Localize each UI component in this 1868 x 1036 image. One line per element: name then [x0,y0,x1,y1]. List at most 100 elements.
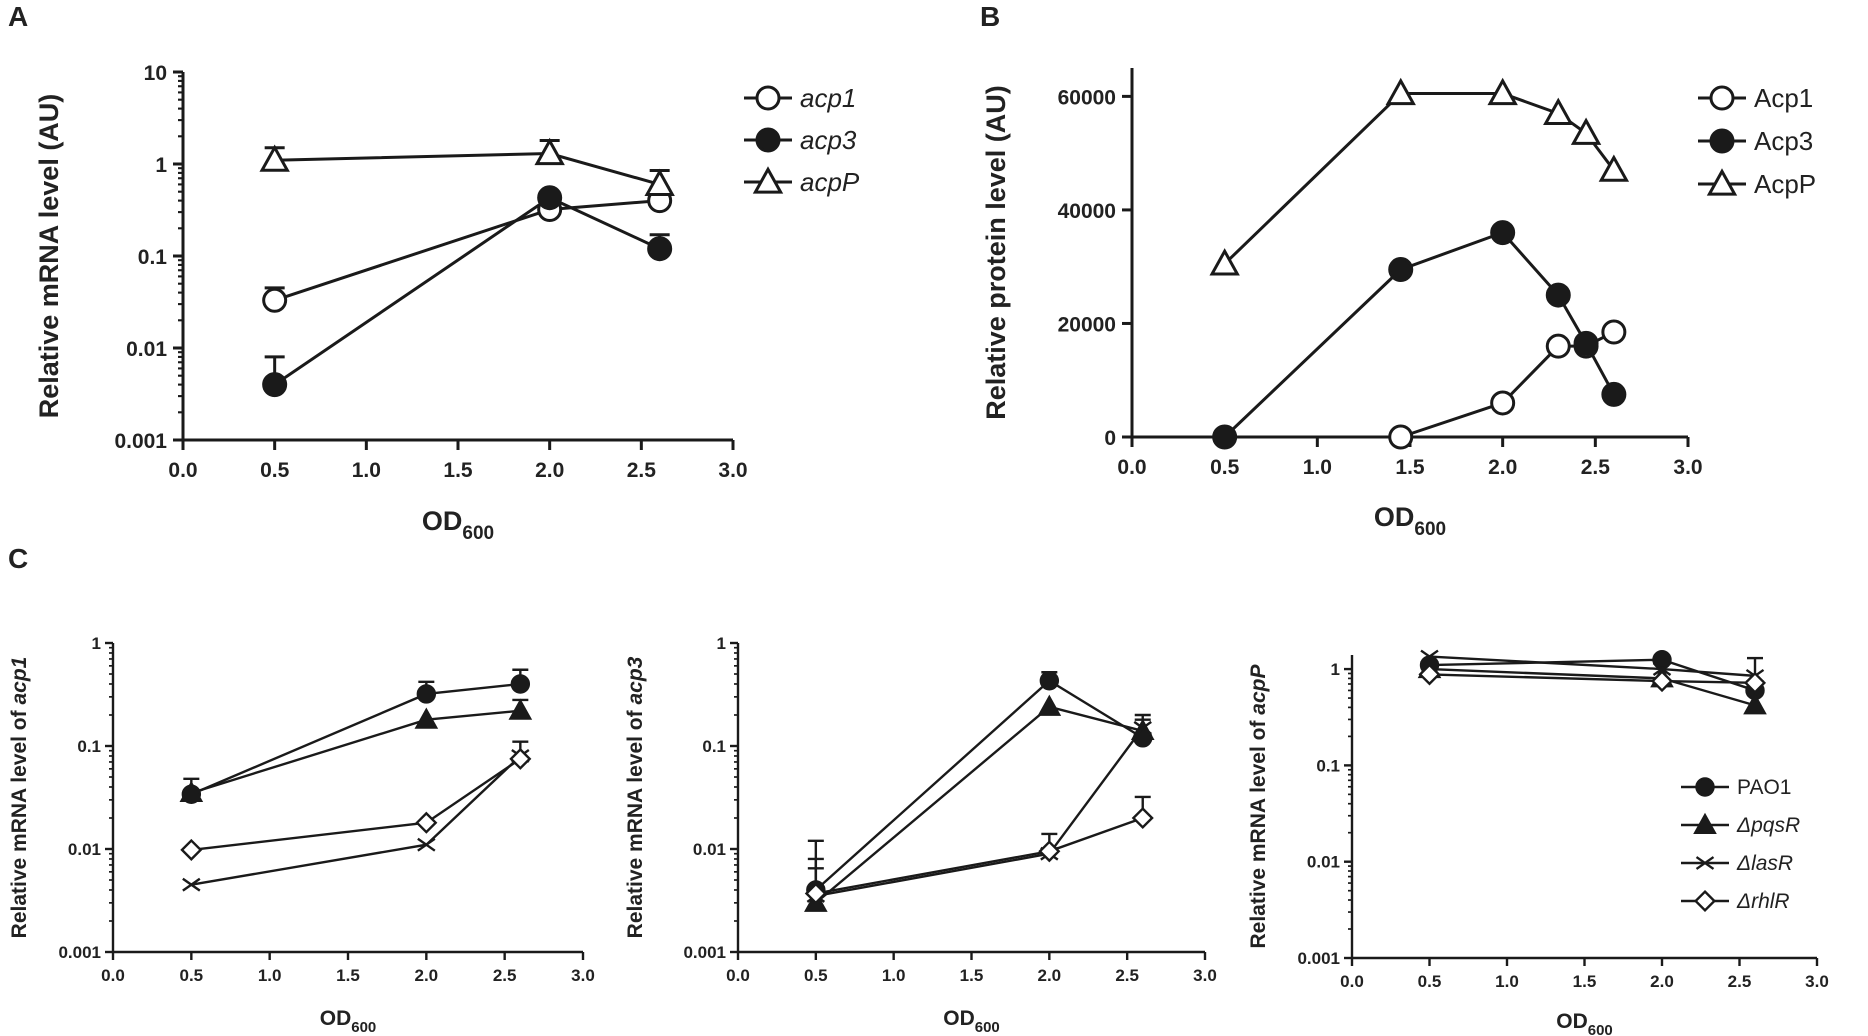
data-point [1037,694,1062,716]
y-tick-label: 60000 [1058,86,1116,109]
panel-letter-a: A [8,1,28,32]
y-axis-title: Relative mRNA level of acp1 [8,657,31,939]
panel-letter-c: C [8,543,28,574]
y-axis-title-gene: acp3 [624,656,647,704]
x-tick-label: 3.0 [1193,966,1217,985]
data-point [1038,840,1061,863]
data-point [262,372,288,398]
x-tick-label: 0.0 [101,966,125,985]
data-point [414,707,439,729]
legend-marker [1693,889,1717,913]
data-point [1650,670,1674,693]
series-acp3 [1212,220,1627,450]
chart-c3: 0.0 0.5 1.0 1.5 2.0 2.5 3.0 0.001 0.01 0.1 1 Relati… [1247,649,1829,1036]
data-point [804,882,827,905]
x-tick-label: 0.5 [180,966,204,985]
x-axis-title: OD600 [422,506,494,544]
y-tick-label: 0.01 [68,840,101,859]
x-axis-title-sub: 600 [975,1019,1000,1036]
series-rhlr [1418,663,1767,694]
x-tick-label: 2.0 [1650,972,1674,991]
x-axis-title-main: OD [1374,502,1415,532]
x-tick-label: 1.0 [352,459,381,482]
x-tick-label: 0.0 [1117,456,1146,479]
y-tick-label: 0.001 [114,430,167,453]
x-tick-label: 2.0 [535,459,564,482]
legend-marker [1693,812,1717,835]
x-axis-title-sub: 600 [1588,1022,1613,1036]
x-tick-label: 2.0 [415,966,439,985]
series-line [815,705,1144,904]
legend: PAO1 ΔpqsR ΔlasR ΔrhlR [1681,776,1800,913]
x-tick-label: 2.5 [1581,456,1611,479]
x-tick-label: 2.5 [1115,966,1139,985]
x-marker-stroke [1695,856,1715,870]
data-point [417,837,436,852]
series-line [1429,655,1756,678]
legend-label: ΔlasR [1736,852,1793,875]
series-rhlr [804,795,1154,905]
data-point [1131,806,1154,830]
x-axis-title-main: OD [320,1007,352,1030]
x-axis-title: OD600 [1556,1010,1613,1036]
data-point [259,144,290,172]
x-tick-label: 0.5 [1210,456,1240,479]
legend-marker [1695,856,1715,870]
legend-marker [755,127,781,153]
legend-label: ΔrhlR [1736,890,1790,913]
y-axis-title: Relative mRNA level of acpP [1247,664,1270,949]
legend-label: PAO1 [1737,776,1791,799]
data-point [262,287,288,313]
data-point [1743,693,1767,715]
x-tick-label: 1.5 [1573,972,1597,991]
x-tick-label: 1.5 [336,966,360,985]
y-axis-title-prefix: Relative mRNA level of [8,705,31,939]
y-tick-label: 0.1 [702,737,726,756]
legend-marker [1709,128,1735,154]
data-point [508,698,533,720]
data-point [510,674,531,694]
data-point [1601,319,1627,345]
data-point [415,811,438,834]
y-axis-title-gene: acp1 [8,657,31,705]
data-point [1212,424,1238,450]
legend-marker [1695,777,1715,797]
series-acpp [259,137,675,197]
x-tick-label: 0.0 [168,459,197,482]
series-acp3 [262,185,673,398]
legend-label: ΔpqsR [1736,814,1800,837]
legend-label: acp3 [800,125,857,155]
legend-label: AcpP [1754,169,1816,199]
y-tick-label: 1 [155,154,167,177]
x-tick-label: 3.0 [571,966,595,985]
charts-group: 0.0 0.5 1.0 1.5 2.0 2.5 3.00.0010.010.1110Rela… [8,62,1829,1036]
x-marker-stroke [182,877,201,892]
x-tick-label: 0.5 [1418,972,1442,991]
data-point [509,747,532,770]
data-point [1570,117,1602,145]
x-tick-label: 2.5 [493,966,517,985]
legend-label: acpP [800,167,860,197]
x-tick-label: 3.0 [1805,972,1829,991]
series-pqsr [1417,656,1767,715]
legend: Acp1 Acp3 AcpP [1698,83,1816,199]
x-axis-title: OD600 [320,1007,377,1036]
y-axis-title: Relative mRNA level of acp3 [624,656,647,938]
y-tick-label: 0.01 [126,338,167,361]
legend-label: Acp3 [1754,126,1813,156]
series-line [273,196,661,386]
data-point [1487,77,1518,106]
series-line [274,152,661,186]
x-tick-label: 1.0 [258,966,282,985]
data-point [1490,220,1516,246]
data-point [534,137,565,166]
legend-marker [755,85,781,111]
data-point [1388,424,1414,450]
x-marker-stroke [1652,662,1672,677]
series-rhlr [180,740,532,861]
x-tick-label: 1.0 [882,966,906,985]
data-point [1388,257,1414,283]
x-marker-stroke [1420,649,1439,664]
y-tick-label: 0.1 [138,246,168,269]
y-tick-label: 20000 [1058,313,1116,336]
